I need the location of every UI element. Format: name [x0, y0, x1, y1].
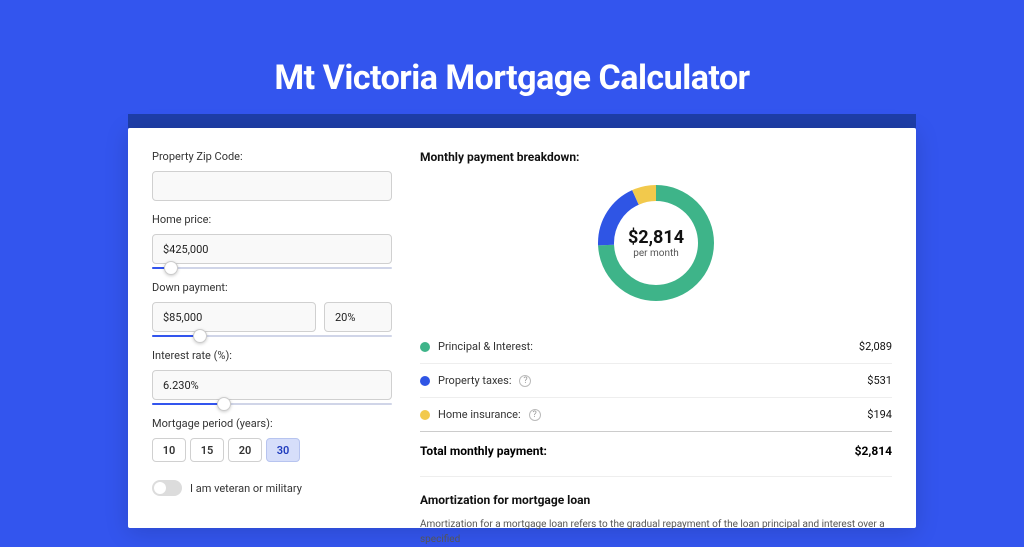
breakdown-value: $531 [867, 374, 892, 387]
home-price-slider[interactable] [152, 267, 392, 269]
donut-sublabel: per month [633, 248, 679, 259]
period-field: Mortgage period (years): 10152030 [152, 417, 392, 462]
card-top-shadow [128, 114, 916, 128]
amortization-title: Amortization for mortgage loan [420, 493, 892, 507]
rate-field: Interest rate (%): 6.230% [152, 349, 392, 405]
legend-dot [420, 410, 430, 420]
home-price-label: Home price: [152, 213, 392, 226]
total-value: $2,814 [855, 444, 892, 458]
breakdown-row: Principal & Interest: $2,089 [420, 330, 892, 364]
donut-total: $2,814 [628, 227, 684, 248]
zip-field: Property Zip Code: [152, 150, 392, 201]
total-label: Total monthly payment: [420, 444, 547, 458]
veteran-row: I am veteran or military [152, 480, 392, 496]
help-icon[interactable]: ? [529, 409, 541, 421]
payment-donut-chart: $2,814 per month [591, 178, 721, 308]
home-price-input[interactable]: $425,000 [152, 234, 392, 264]
legend-dot [420, 376, 430, 386]
amortization-text: Amortization for a mortgage loan refers … [420, 517, 892, 547]
page-title: Mt Victoria Mortgage Calculator [0, 0, 1024, 118]
zip-label: Property Zip Code: [152, 150, 392, 163]
total-row: Total monthly payment: $2,814 [420, 432, 892, 476]
down-payment-label: Down payment: [152, 281, 392, 294]
breakdown-label: Principal & Interest: [438, 340, 533, 353]
breakdown-label: Home insurance: [438, 408, 521, 421]
veteran-toggle-knob [154, 482, 166, 494]
down-percent-input[interactable]: 20% [324, 302, 392, 332]
down-payment-slider[interactable] [152, 335, 392, 337]
rate-slider-thumb[interactable] [217, 397, 231, 411]
rate-label: Interest rate (%): [152, 349, 392, 362]
veteran-label: I am veteran or military [190, 482, 302, 495]
calculator-card: Property Zip Code: Home price: $425,000 … [128, 128, 916, 528]
breakdown-value: $194 [867, 408, 892, 421]
period-label: Mortgage period (years): [152, 417, 392, 430]
down-payment-slider-thumb[interactable] [193, 329, 207, 343]
veteran-toggle[interactable] [152, 480, 182, 496]
form-panel: Property Zip Code: Home price: $425,000 … [152, 150, 392, 528]
rate-slider[interactable] [152, 403, 392, 405]
period-button-10[interactable]: 10 [152, 438, 186, 462]
breakdown-title: Monthly payment breakdown: [420, 150, 892, 164]
rate-input[interactable]: 6.230% [152, 370, 392, 400]
legend-dot [420, 342, 430, 352]
breakdown-label: Property taxes: [438, 374, 511, 387]
breakdown-list: Principal & Interest: $2,089 Property taxe… [420, 330, 892, 432]
home-price-field: Home price: $425,000 [152, 213, 392, 269]
home-price-slider-thumb[interactable] [164, 261, 178, 275]
breakdown-row: Home insurance:? $194 [420, 398, 892, 432]
breakdown-value: $2,089 [859, 340, 892, 353]
down-amount-input[interactable]: $85,000 [152, 302, 316, 332]
breakdown-row: Property taxes:? $531 [420, 364, 892, 398]
help-icon[interactable]: ? [519, 375, 531, 387]
down-payment-field: Down payment: $85,000 20% [152, 281, 392, 337]
results-panel: Monthly payment breakdown: $2,814 per mo… [420, 150, 892, 528]
period-button-15[interactable]: 15 [190, 438, 224, 462]
period-button-20[interactable]: 20 [228, 438, 262, 462]
period-button-30[interactable]: 30 [266, 438, 300, 462]
zip-input[interactable] [152, 171, 392, 201]
